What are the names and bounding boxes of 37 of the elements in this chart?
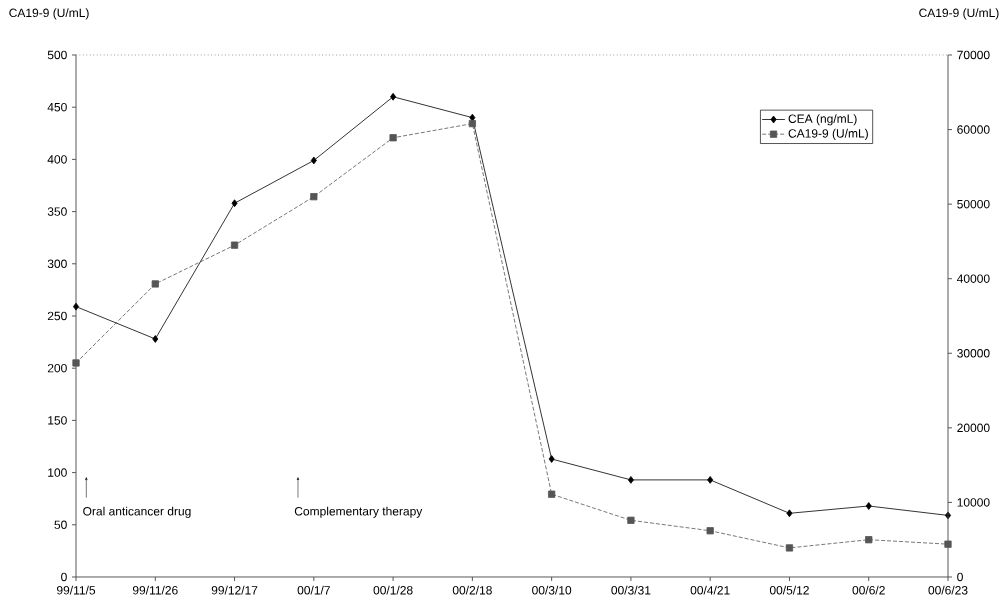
y2-tick-label: 10000 bbox=[957, 498, 990, 507]
y2-tick-label: 40000 bbox=[956, 274, 990, 283]
x-tick-label: 00/6/2 bbox=[852, 585, 885, 595]
x-tick-label: 00/1/28 bbox=[373, 585, 413, 595]
y-tick-label: 350 bbox=[47, 207, 67, 216]
x-tick-label: 99/11/26 bbox=[132, 585, 178, 595]
y2-tick-label: 60000 bbox=[957, 125, 990, 134]
y-tick-label: 200 bbox=[47, 363, 67, 373]
annotation: Complementary therapy bbox=[294, 506, 423, 518]
x-tick-label: 00/6/23 bbox=[928, 585, 968, 595]
y-tick-label: 50 bbox=[54, 520, 67, 530]
x-tick-label: 99/12/17 bbox=[211, 585, 258, 595]
y-tick-label: 400 bbox=[47, 155, 67, 164]
y2-tick-label: 20000 bbox=[957, 423, 990, 433]
x-tick-label: 00/3/10 bbox=[532, 585, 572, 595]
y-axis-title: CA19-9 (U/mL) bbox=[9, 8, 89, 20]
x-tick-label: 00/3/31 bbox=[611, 585, 651, 595]
annotation: Oral anticancer drug bbox=[83, 506, 191, 518]
x-tick-label: 00/1/7 bbox=[297, 585, 330, 595]
y-tick-label: 0 bbox=[61, 572, 67, 582]
x-tick-label: 99/11/5 bbox=[57, 585, 96, 595]
y2-axis-title: CA19-9 (U/mL) bbox=[919, 8, 999, 20]
legend-label: CEA (ng/mL) bbox=[788, 114, 857, 126]
y-tick-label: 150 bbox=[48, 416, 67, 425]
y2-tick-label: 0 bbox=[957, 572, 963, 582]
y-tick-label: 450 bbox=[47, 102, 67, 112]
y-tick-label: 500 bbox=[47, 50, 67, 60]
x-tick-label: 00/5/12 bbox=[769, 585, 809, 595]
y-tick-label: 300 bbox=[47, 259, 67, 269]
y2-tick-label: 70000 bbox=[957, 50, 990, 60]
y2-tick-label: 30000 bbox=[957, 349, 990, 358]
x-tick-label: 00/4/21 bbox=[690, 585, 730, 595]
y-tick-label: 250 bbox=[47, 311, 67, 321]
y-tick-label: 100 bbox=[48, 468, 67, 477]
x-tick-label: 00/2/18 bbox=[452, 585, 492, 595]
y2-tick-label: 50000 bbox=[957, 199, 990, 209]
legend-label: CA19-9 (U/mL) bbox=[788, 128, 868, 141]
